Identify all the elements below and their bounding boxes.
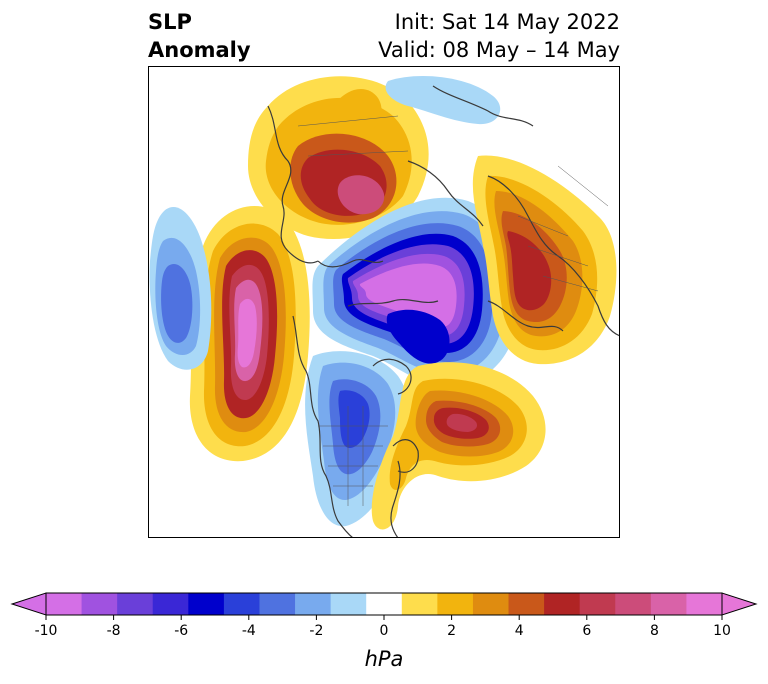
pacific-high-anomaly — [189, 206, 310, 462]
colorbar-swatch — [188, 593, 225, 615]
colorbar-swatch — [650, 593, 687, 615]
colorbar-unit-label: hPa — [365, 647, 404, 671]
colorbar-under-extension — [10, 592, 47, 616]
colorbar-swatch — [508, 593, 545, 615]
colorbar-tick-label: -4 — [242, 623, 256, 639]
atlantic-high-anomaly — [371, 362, 546, 530]
title-line-1: SLP — [148, 10, 192, 34]
slp-anomaly-map — [148, 66, 620, 538]
title-line-2: Anomaly — [148, 38, 251, 62]
north-america-low-anomaly — [305, 351, 410, 527]
pacific-low-anomaly — [149, 207, 212, 370]
colorbar-tick-label: 4 — [515, 623, 524, 639]
country-borders — [297, 115, 609, 506]
colorbar-tick-label: 8 — [650, 623, 659, 639]
colorbar-swatch — [152, 593, 189, 615]
arctic-top-positive — [331, 88, 382, 134]
date-info: Init: Sat 14 May 2022 Valid: 08 May – 14… — [378, 8, 620, 64]
colorbar-over-extension — [721, 592, 758, 616]
colorbar-tick-label: -10 — [35, 623, 58, 639]
colorbar-boxes — [10, 592, 758, 616]
colorbar-swatch — [259, 593, 296, 615]
colorbar-swatch — [437, 593, 474, 615]
colorbar-swatch — [81, 593, 118, 615]
colorbar-tick-label: -6 — [174, 623, 188, 639]
init-date: Init: Sat 14 May 2022 — [394, 10, 620, 34]
siberia-negative — [385, 76, 501, 125]
colorbar-swatch — [686, 593, 723, 615]
colorbar-swatch — [544, 593, 581, 615]
colorbar-swatch — [223, 593, 260, 615]
valid-range: Valid: 08 May – 14 May — [378, 38, 620, 62]
colorbar-tick-label: -8 — [107, 623, 121, 639]
colorbar-tick-label: 6 — [582, 623, 591, 639]
colorbar-tick-label: 2 — [447, 623, 456, 639]
colorbar-swatch — [366, 593, 403, 615]
colorbar-swatch — [117, 593, 154, 615]
colorbar-ticks: -10 -8 -6 -4 -2 0 2 4 6 8 10 — [35, 615, 731, 639]
coastlines — [267, 85, 620, 538]
map-title: SLP Anomaly — [148, 8, 251, 64]
colorbar-tick-label: 0 — [380, 623, 389, 639]
colorbar-tick-label: -2 — [309, 623, 323, 639]
colorbar-swatch — [46, 593, 83, 615]
colorbar-swatch — [472, 593, 510, 615]
colorbar-swatch — [579, 593, 616, 615]
colorbar-swatch — [615, 593, 652, 615]
asia-high-anomaly — [248, 76, 429, 240]
colorbar-swatch — [401, 593, 438, 615]
colorbar: -10 -8 -6 -4 -2 0 2 4 6 8 10 hPa — [10, 592, 758, 671]
arctic-low-anomaly — [312, 197, 519, 386]
colorbar-swatch — [295, 593, 332, 615]
colorbar-swatch — [330, 593, 367, 615]
colorbar-tick-label: 10 — [713, 623, 731, 639]
europe-high-anomaly — [472, 155, 617, 365]
